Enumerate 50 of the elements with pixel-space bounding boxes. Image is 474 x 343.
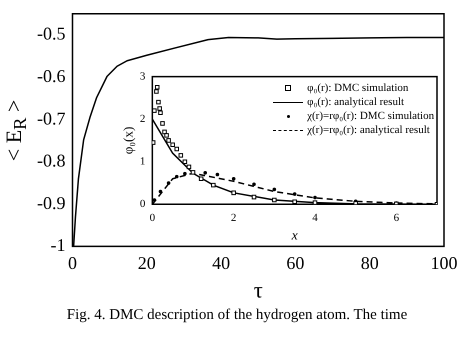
point [186,164,191,169]
y-tick-label: 1 [140,155,146,168]
x-tick-label: 4 [312,211,318,224]
point [292,199,297,204]
legend-label: φ₀(r): DMC simulation [307,82,408,94]
x-tick-label: 40 [212,252,230,273]
x-tick-label: 20 [138,252,156,273]
x-axis-title: x [290,227,298,242]
point [198,176,204,181]
y-tick-label: 3 [140,70,146,82]
point [152,140,156,144]
y-tick-label: -0.8 [36,150,66,171]
legend-label: φ₀(r): analytical result [307,96,404,108]
point [164,132,169,138]
y-tick-label: -0.6 [36,66,66,86]
point [231,190,236,195]
point [158,110,163,115]
point [312,200,318,204]
point [178,152,183,158]
point [160,120,165,126]
x-axis-title: τ [254,277,263,302]
legend-label: χ(r)=rφ₀(r): analytical result [307,124,430,136]
y-tick-label: 2 [140,112,146,125]
point [272,197,276,202]
caption: Fig. 4. DMC description of the hydrogen atom. The time [66,307,408,324]
x-tick-label: 80 [360,252,379,273]
point [162,129,167,134]
point [210,182,216,188]
point [190,170,196,174]
y-tick-label: -0.9 [36,192,66,213]
x-tick-label: 2 [230,211,236,224]
x-tick-label: 0 [149,211,156,224]
y-tick-label: -0.7 [36,108,66,128]
y-tick-label: -1 [50,235,66,256]
point [156,100,160,104]
point [157,106,162,110]
y-tick-label: -0.5 [36,24,66,44]
point [154,84,160,90]
y-tick-label: 0 [140,198,146,210]
x-tick-label: 60 [286,252,304,273]
point [154,88,158,94]
point [252,194,256,199]
point [182,159,187,164]
point [166,138,171,142]
point [170,142,175,147]
x-tick-label: 6 [393,211,400,224]
y-axis-title: φ₀(x) [120,126,136,154]
point [174,146,179,151]
legend-label: χ(r)=rφ₀(r): DMC simulation [307,110,434,122]
x-tick-label: 100 [430,252,458,273]
